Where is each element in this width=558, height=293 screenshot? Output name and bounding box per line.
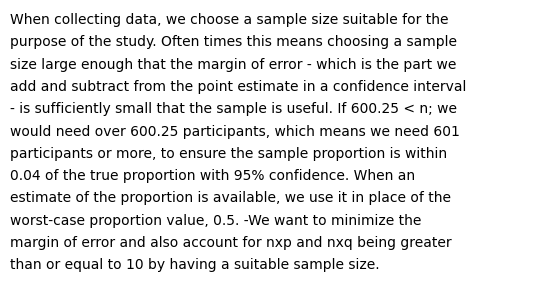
Text: add and subtract from the point estimate in a confidence interval: add and subtract from the point estimate… [10,80,466,94]
Text: than or equal to 10 by having a suitable sample size.: than or equal to 10 by having a suitable… [10,258,379,272]
Text: size large enough that the margin of error - which is the part we: size large enough that the margin of err… [10,58,456,72]
Text: participants or more, to ensure the sample proportion is within: participants or more, to ensure the samp… [10,147,447,161]
Text: purpose of the study. Often times this means choosing a sample: purpose of the study. Often times this m… [10,35,457,50]
Text: estimate of the proportion is available, we use it in place of the: estimate of the proportion is available,… [10,191,451,205]
Text: - is sufficiently small that the sample is useful. If 600.25 < n; we: - is sufficiently small that the sample … [10,102,457,116]
Text: 0.04 of the true proportion with 95% confidence. When an: 0.04 of the true proportion with 95% con… [10,169,415,183]
Text: would need over 600.25 participants, which means we need 601: would need over 600.25 participants, whi… [10,125,460,139]
Text: worst-case proportion value, 0.5. -We want to minimize the: worst-case proportion value, 0.5. -We wa… [10,214,421,228]
Text: margin of error and also account for nxp and nxq being greater: margin of error and also account for nxp… [10,236,451,250]
Text: When collecting data, we choose a sample size suitable for the: When collecting data, we choose a sample… [10,13,449,27]
